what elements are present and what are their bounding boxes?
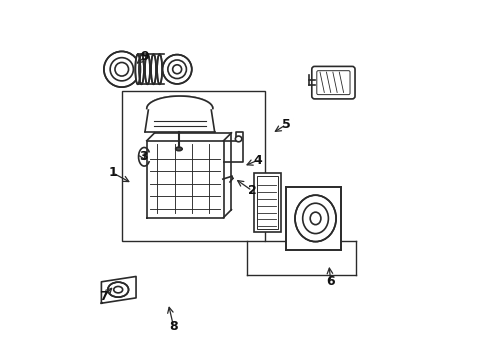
Bar xyxy=(122,91,265,241)
Ellipse shape xyxy=(145,54,150,84)
Text: 1: 1 xyxy=(108,166,117,179)
Ellipse shape xyxy=(235,136,242,142)
Ellipse shape xyxy=(176,147,182,151)
Polygon shape xyxy=(147,141,223,217)
Polygon shape xyxy=(223,132,243,162)
Ellipse shape xyxy=(108,282,128,297)
Polygon shape xyxy=(147,96,213,109)
Ellipse shape xyxy=(151,54,156,84)
Text: 4: 4 xyxy=(253,154,262,167)
Bar xyxy=(257,176,278,229)
FancyBboxPatch shape xyxy=(312,66,355,99)
Ellipse shape xyxy=(104,51,140,87)
Ellipse shape xyxy=(295,195,336,242)
Bar xyxy=(286,187,342,249)
Text: 3: 3 xyxy=(139,150,147,163)
Ellipse shape xyxy=(163,55,192,84)
Text: 5: 5 xyxy=(282,118,291,131)
Ellipse shape xyxy=(157,54,162,84)
Polygon shape xyxy=(101,276,136,303)
Text: 9: 9 xyxy=(141,50,149,63)
Ellipse shape xyxy=(135,54,140,84)
Text: 8: 8 xyxy=(169,320,178,333)
Text: 7: 7 xyxy=(99,289,108,303)
Text: 2: 2 xyxy=(248,184,257,197)
Polygon shape xyxy=(145,109,215,132)
Text: 6: 6 xyxy=(326,275,335,288)
Ellipse shape xyxy=(139,54,144,84)
Bar xyxy=(254,173,281,232)
